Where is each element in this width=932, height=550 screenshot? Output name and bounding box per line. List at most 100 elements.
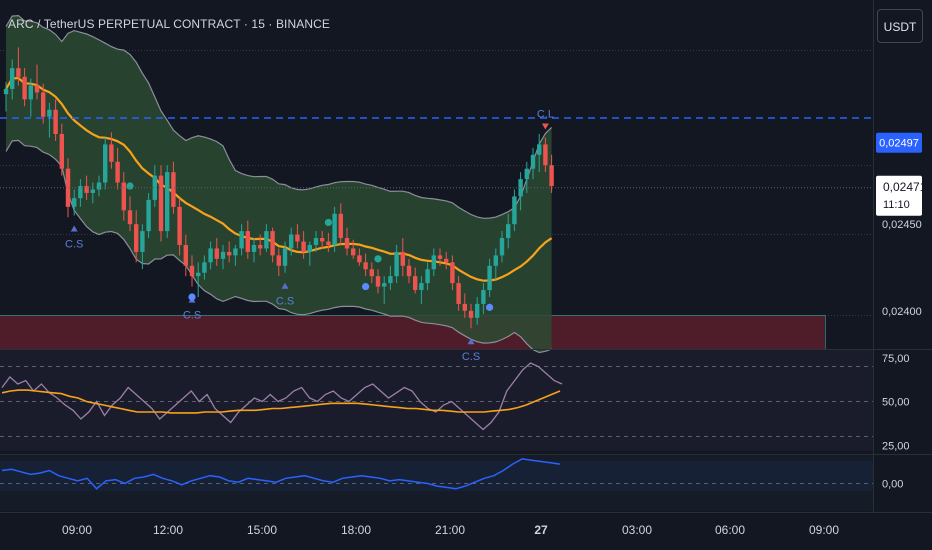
candle [425,262,430,291]
candle [10,59,15,100]
candle [375,269,381,294]
candle [196,262,201,297]
candle-body [165,172,170,232]
last-price-label-box [876,175,922,216]
candle [3,82,9,112]
candle-body [518,179,523,197]
candle [351,239,356,259]
candle [47,102,52,138]
candle-body [450,262,455,284]
candle-body [177,206,182,245]
candle-body [220,251,226,259]
rsi-tick-label: 25,00 [882,440,910,452]
candle-body [183,244,188,266]
candle-body [208,248,213,263]
candle-body [332,213,337,245]
candle [96,175,102,197]
candle [103,137,108,190]
rsi-tick-label: 75,00 [882,353,910,365]
ma-line [5,76,553,282]
time-tick-label: 09:00 [809,523,839,537]
band-upper-line [5,14,553,219]
candle-body [369,269,374,277]
candle [251,238,257,263]
candle [481,283,486,315]
candle [109,132,114,169]
candle-body [456,283,461,304]
candle-body [152,175,157,200]
time-tick-label: 18:00 [341,523,371,537]
time-tick-label: 21:00 [435,523,465,537]
candle [549,154,554,193]
candle-body [171,172,176,207]
candle [183,234,188,277]
candle [270,227,275,263]
candle [307,241,312,266]
candle-body [363,262,368,270]
band-lower-line [5,139,552,354]
candle [512,189,517,232]
candle-body [270,231,275,256]
signal-arrow-up [281,282,289,289]
candle-body [468,310,474,318]
candle-body [78,186,83,199]
osc-line [1,458,561,490]
candle-body [549,165,554,187]
candle [493,248,498,280]
price-tick-label: 0,02400 [882,306,922,318]
candle-body [524,168,529,180]
candle [344,227,350,256]
candle-body [22,76,27,100]
candle-body [202,262,207,273]
currency-button[interactable]: USDT [877,9,923,43]
candle-body [307,244,312,252]
candle-body [96,182,102,190]
candle [177,198,182,256]
candle [382,276,387,304]
candle [301,231,306,259]
candle-body [326,241,331,245]
candle [84,175,89,200]
signal-dot [374,255,382,263]
candle-body [103,144,108,183]
candle-body [158,175,164,232]
candle-body [196,272,201,277]
candle-body [72,198,77,207]
candle-body [394,251,399,277]
candle-body [419,283,424,291]
candle-body [121,182,126,211]
candle-body [282,248,288,266]
candle-body [59,134,64,169]
price-axis[interactable]: 0,02450 0,02400 75,00 50,00 25,00 0,00 [882,219,922,490]
candle-body [295,234,300,242]
candle-body [313,238,319,245]
time-tick-label: 12:00 [153,523,183,537]
candle [537,134,542,173]
signal-label: C.L [537,108,554,120]
candle [338,203,343,245]
candle-body [109,144,114,162]
candle-body [499,238,505,256]
candle-body [506,224,511,239]
oscillator-indicator [0,458,873,490]
time-axis[interactable]: 09:00 12:00 15:00 18:00 21:00 27 03:00 06:00 09:… [62,523,839,537]
candle [499,231,505,263]
candle-body [530,154,536,169]
candle-body [431,255,436,270]
candle-body [406,265,412,277]
candle [258,234,263,256]
candle [475,296,480,325]
candle-body [10,68,15,89]
candle [400,238,405,277]
candle [369,262,374,284]
candle-body [543,144,548,166]
candle [530,147,536,180]
candle [146,192,151,239]
price-tick-label: 0,02450 [882,219,922,231]
candle-body [258,244,263,249]
candle [239,224,244,256]
dashed-level-label-box [876,132,922,153]
candle [543,137,548,173]
signal-dot [362,282,370,291]
